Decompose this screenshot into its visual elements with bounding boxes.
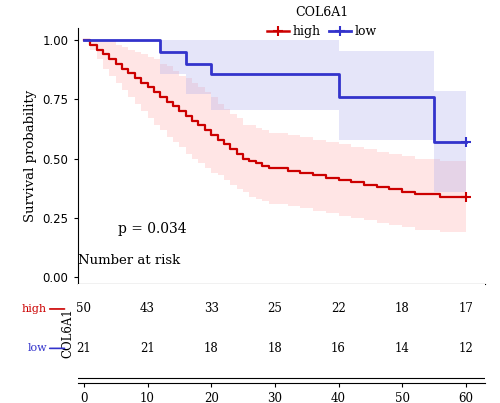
Text: 21: 21 (140, 342, 155, 355)
Text: 50: 50 (76, 303, 92, 316)
Text: low: low (28, 343, 47, 353)
Text: 43: 43 (140, 303, 155, 316)
Text: high: high (22, 304, 47, 314)
Legend: high, low: high, low (262, 1, 382, 44)
Text: 21: 21 (76, 342, 91, 355)
Text: 25: 25 (268, 303, 282, 316)
Text: 18: 18 (395, 303, 409, 316)
Text: 16: 16 (331, 342, 346, 355)
Text: Number at risk: Number at risk (78, 253, 180, 267)
Text: 18: 18 (268, 342, 282, 355)
Text: 33: 33 (204, 303, 218, 316)
Y-axis label: COL6A1: COL6A1 (62, 309, 74, 359)
Y-axis label: Survival probability: Survival probability (24, 90, 37, 222)
Text: 14: 14 (395, 342, 409, 355)
Text: 18: 18 (204, 342, 218, 355)
Text: 17: 17 (458, 303, 473, 316)
Text: 12: 12 (458, 342, 473, 355)
Text: p = 0.034: p = 0.034 (118, 222, 187, 236)
Text: 22: 22 (331, 303, 346, 316)
